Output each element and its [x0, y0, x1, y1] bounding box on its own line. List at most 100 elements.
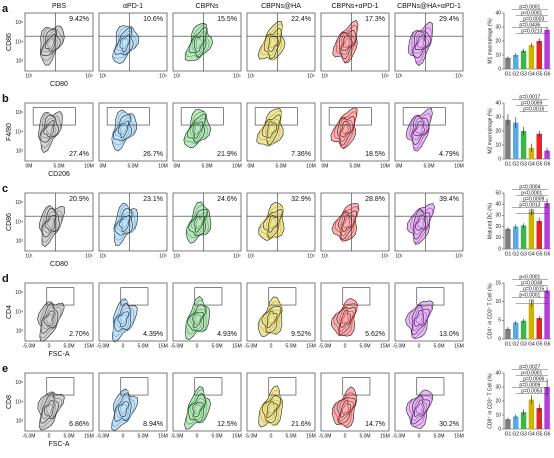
plot-frame — [24, 282, 94, 342]
y-tick-label: 10² — [16, 419, 24, 425]
percent-label: 24.6% — [217, 196, 237, 203]
contour — [114, 27, 134, 56]
y-axis-label: CD8⁺ in CD3⁺ T Cell (%) — [487, 373, 493, 429]
x-tick-label: 0 — [344, 433, 347, 439]
x-tick-label: 15M — [306, 343, 316, 349]
contour — [39, 115, 60, 143]
contour — [266, 32, 281, 56]
y-tick-label: 10² — [16, 149, 24, 155]
x-tick-label: 0 — [196, 343, 199, 349]
bar — [528, 147, 535, 159]
contour — [335, 24, 358, 63]
x-tick-label: 10¹ — [173, 253, 181, 259]
x-tick-label: 0 — [344, 343, 347, 349]
y-tick-label: 50 — [495, 190, 501, 196]
bar — [520, 412, 527, 429]
x-tick-label: 10M — [232, 163, 242, 169]
annotation: p=0.0436 — [519, 22, 540, 28]
x-tick-label: 10⁵ — [381, 73, 389, 79]
x-tick-label: G1 — [505, 161, 512, 167]
contour — [333, 111, 357, 149]
bar — [536, 133, 542, 159]
gate-box — [46, 287, 75, 306]
bar — [536, 221, 542, 249]
y-tick-label: 20 — [495, 398, 501, 404]
contour — [342, 402, 349, 415]
percent-label: 26.7% — [143, 151, 163, 158]
contour — [186, 113, 207, 144]
contour — [266, 400, 278, 419]
contour — [45, 403, 54, 415]
x-tick-label: 0 — [270, 343, 273, 349]
contour — [39, 112, 61, 149]
contour — [116, 211, 132, 234]
contour — [117, 401, 130, 417]
percent-label: 2.70% — [69, 331, 89, 338]
bar — [544, 150, 550, 159]
x-tick-label: 0 — [418, 343, 421, 349]
x-tick-label: 15M — [454, 343, 464, 349]
bar — [544, 29, 550, 69]
contour — [263, 27, 282, 60]
contour — [40, 392, 60, 424]
bar — [528, 45, 535, 69]
contour — [411, 395, 430, 425]
y-tick-label: 10⁴ — [15, 309, 23, 315]
annotation: p=0.0027 — [519, 364, 540, 370]
contour — [188, 208, 208, 237]
contour — [342, 37, 351, 48]
bar — [536, 41, 542, 69]
x-tick-label: G2 — [512, 161, 519, 167]
contour — [409, 113, 431, 150]
x-tick-label: G5 — [536, 161, 543, 167]
contour — [266, 121, 278, 139]
x-tick-label: 10¹ — [25, 253, 33, 259]
plot-frame — [98, 372, 168, 432]
annotation: p=0.0003 — [523, 16, 544, 22]
contour — [411, 115, 429, 146]
gate-box — [342, 377, 371, 396]
contour — [264, 399, 281, 421]
x-tick-label: G4 — [528, 251, 535, 257]
group-name: CBPNs — [196, 3, 219, 10]
x-tick-label: 5.0M — [423, 163, 434, 169]
annotation: p=0.0053 — [521, 388, 542, 394]
contour — [333, 303, 358, 337]
gate-box — [46, 377, 75, 396]
percent-label: 29.4% — [439, 16, 459, 23]
x-tick-label: G3 — [520, 341, 527, 347]
y-tick-label: 10 — [495, 52, 501, 58]
contour — [40, 302, 59, 334]
contour — [338, 118, 353, 142]
contour — [267, 35, 279, 52]
x-tick-label: G1 — [505, 71, 512, 77]
plot-frame — [98, 282, 168, 342]
contour — [41, 28, 61, 57]
y-tick-label: 10⁶ — [15, 110, 23, 116]
contour — [261, 395, 282, 423]
percent-label: 4.39% — [143, 331, 163, 338]
contour — [411, 27, 433, 63]
y-tick-label: 0 — [498, 66, 501, 72]
contour — [414, 34, 427, 51]
contour — [115, 307, 131, 329]
x-tick-label: 0M — [26, 163, 33, 169]
contour — [338, 398, 354, 422]
x-tick-label: 10¹ — [395, 253, 403, 259]
y-tick-label: 10⁶ — [15, 380, 23, 386]
contour — [337, 115, 355, 146]
annotation: p<0.0001 — [519, 292, 540, 298]
x-tick-label: G6 — [544, 251, 551, 257]
contour — [415, 123, 423, 135]
plot-frame — [320, 192, 390, 252]
contour — [341, 35, 353, 51]
y-axis-label: CD86 — [6, 213, 13, 231]
gate-box — [32, 107, 76, 126]
x-tick-label: 15M — [158, 343, 168, 349]
contour — [120, 404, 128, 415]
x-tick-label: -5.0M — [97, 433, 110, 439]
y-axis-label: Matured DC (%) — [487, 203, 493, 239]
contour — [261, 305, 282, 334]
contour — [192, 311, 204, 329]
contour — [336, 306, 357, 335]
